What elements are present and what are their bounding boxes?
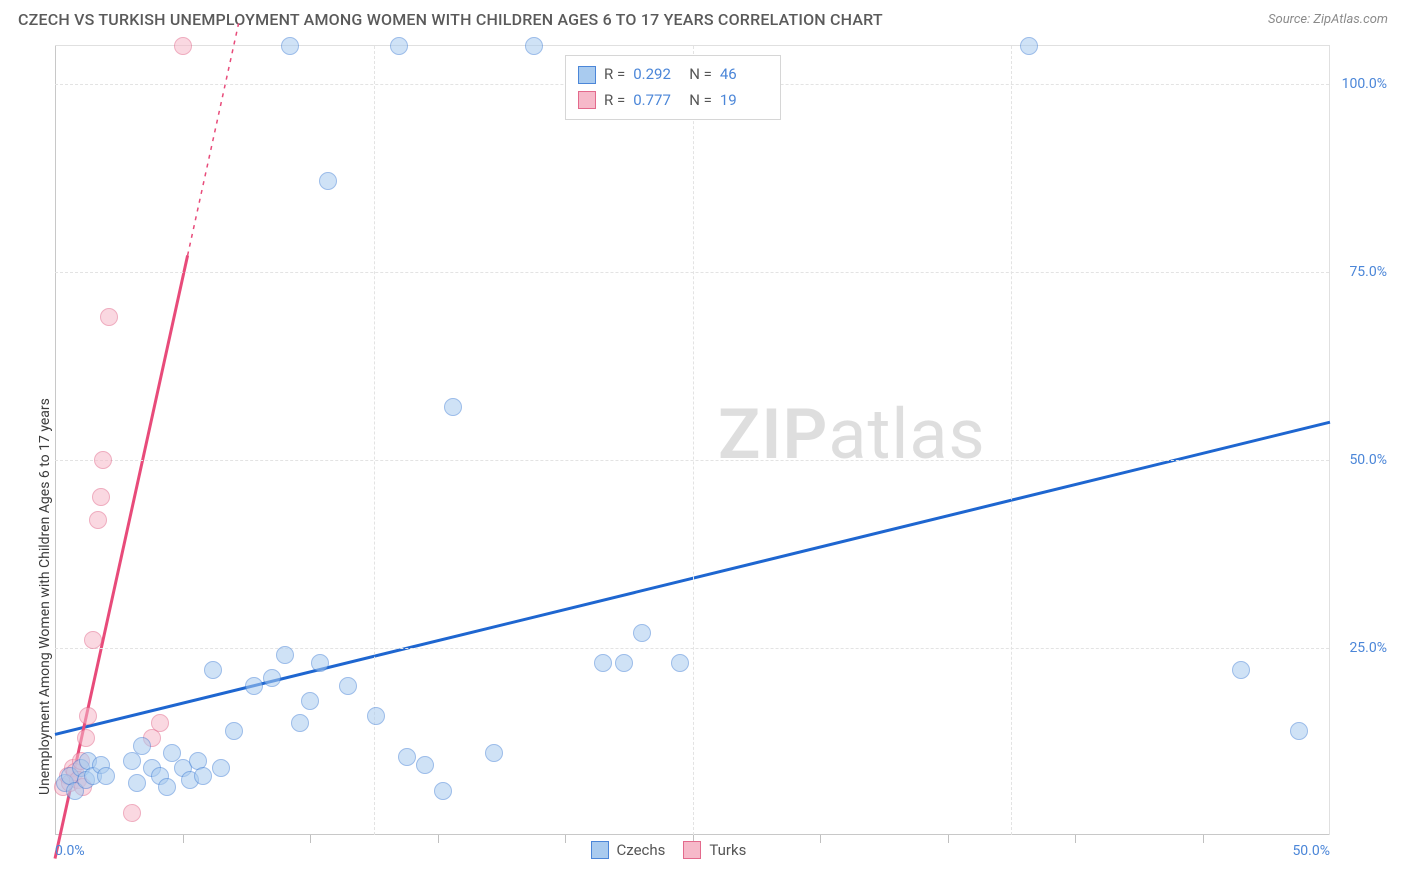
legend-swatch-czech <box>591 841 609 859</box>
stats-row: R = 0.777 N = 19 <box>578 88 768 114</box>
legend-swatch-turk <box>578 91 596 109</box>
data-point-czech <box>444 398 462 416</box>
data-point-czech <box>416 756 434 774</box>
data-point-czech <box>485 744 503 762</box>
y-tick-label: 50.0% <box>1349 452 1387 468</box>
data-point-turk <box>92 488 110 506</box>
x-minor-tick <box>1203 835 1204 843</box>
y-tick-label: 25.0% <box>1349 640 1387 656</box>
data-point-czech <box>281 37 299 55</box>
data-point-czech <box>434 782 452 800</box>
data-point-turk <box>123 804 141 822</box>
data-point-czech <box>367 707 385 725</box>
r-value: 0.777 <box>633 88 681 114</box>
data-point-czech <box>301 692 319 710</box>
data-point-turk <box>100 308 118 326</box>
data-point-czech <box>615 654 633 672</box>
legend-swatch-turk <box>683 841 701 859</box>
data-point-czech <box>276 646 294 664</box>
legend-item-turk: Turks <box>683 841 746 859</box>
plot-area: ZIPatlas 25.0%50.0%75.0%100.0%0.0%50.0% <box>55 45 1330 835</box>
legend-label: Turks <box>709 841 746 859</box>
stats-row: R = 0.292 N = 46 <box>578 62 768 88</box>
r-label: R = <box>604 62 625 88</box>
data-point-turk <box>94 451 112 469</box>
r-label: R = <box>604 88 625 114</box>
source-label: Source: ZipAtlas.com <box>1268 12 1388 27</box>
data-point-czech <box>671 654 689 672</box>
data-point-czech <box>525 37 543 55</box>
data-point-czech <box>212 759 230 777</box>
data-point-czech <box>97 767 115 785</box>
chart-title: CZECH VS TURKISH UNEMPLOYMENT AMONG WOME… <box>18 10 883 29</box>
n-value: 19 <box>720 88 768 114</box>
data-point-czech <box>291 714 309 732</box>
x-minor-tick <box>183 835 184 843</box>
watermark: ZIPatlas <box>718 394 986 476</box>
data-point-czech <box>194 767 212 785</box>
gridline-vertical <box>1011 46 1012 835</box>
legend-label: Czechs <box>617 841 666 859</box>
data-point-czech <box>123 752 141 770</box>
data-point-czech <box>1290 722 1308 740</box>
x-tick-label: 50.0% <box>1292 843 1330 859</box>
data-point-czech <box>398 748 416 766</box>
data-point-czech <box>225 722 243 740</box>
data-point-czech <box>339 677 357 695</box>
data-point-turk <box>89 511 107 529</box>
data-point-czech <box>1232 661 1250 679</box>
x-minor-tick <box>310 835 311 843</box>
data-point-czech <box>1020 37 1038 55</box>
r-value: 0.292 <box>633 62 681 88</box>
data-point-czech <box>158 778 176 796</box>
watermark-bold: ZIP <box>718 394 828 476</box>
data-point-turk <box>77 729 95 747</box>
gridline-vertical <box>693 46 694 835</box>
y-tick-label: 100.0% <box>1342 76 1387 92</box>
data-point-turk <box>84 631 102 649</box>
y-tick-label: 75.0% <box>1349 264 1387 280</box>
x-minor-tick <box>820 835 821 843</box>
data-point-turk <box>79 707 97 725</box>
x-minor-tick <box>438 835 439 843</box>
n-value: 46 <box>720 62 768 88</box>
title-bar: CZECH VS TURKISH UNEMPLOYMENT AMONG WOME… <box>18 10 1388 29</box>
x-minor-tick <box>1075 835 1076 843</box>
n-label: N = <box>689 62 712 88</box>
data-point-czech <box>133 737 151 755</box>
y-axis-label: Unemployment Among Women with Children A… <box>37 398 53 795</box>
data-point-czech <box>633 624 651 642</box>
data-point-turk <box>174 37 192 55</box>
n-label: N = <box>689 88 712 114</box>
x-minor-tick <box>948 835 949 843</box>
y-axis-line <box>55 46 56 835</box>
x-tick-label: 0.0% <box>55 843 85 859</box>
data-point-czech <box>263 669 281 687</box>
x-minor-tick <box>565 835 566 843</box>
data-point-czech <box>204 661 222 679</box>
data-point-czech <box>128 774 146 792</box>
stats-legend-box: R = 0.292 N = 46 R = 0.777 N = 19 <box>565 55 781 120</box>
trend-line <box>188 23 239 255</box>
data-point-czech <box>390 37 408 55</box>
data-point-czech <box>319 172 337 190</box>
series-legend: Czechs Turks <box>591 841 747 859</box>
watermark-rest: atlas <box>828 394 985 476</box>
legend-item-czech: Czechs <box>591 841 666 859</box>
legend-swatch-czech <box>578 66 596 84</box>
data-point-czech <box>594 654 612 672</box>
data-point-czech <box>311 654 329 672</box>
data-point-turk <box>151 714 169 732</box>
data-point-czech <box>245 677 263 695</box>
